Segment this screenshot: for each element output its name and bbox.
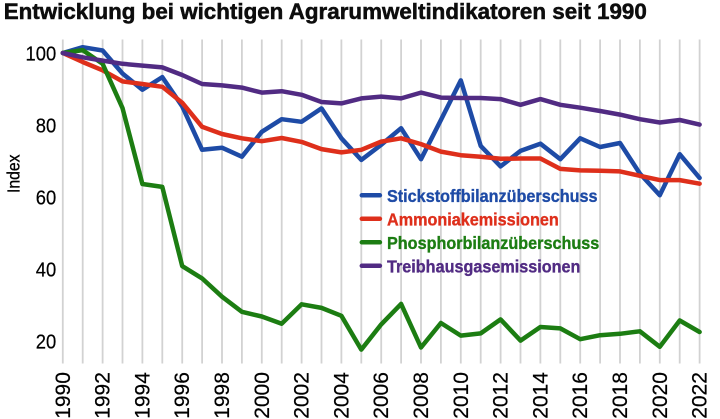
svg-text:2014: 2014 bbox=[529, 372, 552, 419]
svg-text:1990: 1990 bbox=[52, 372, 75, 419]
svg-text:2008: 2008 bbox=[410, 372, 433, 419]
svg-text:1994: 1994 bbox=[131, 372, 154, 419]
svg-text:Ammoniakemissionen: Ammoniakemissionen bbox=[387, 210, 559, 230]
svg-text:40: 40 bbox=[36, 260, 56, 282]
svg-text:2022: 2022 bbox=[689, 372, 712, 419]
svg-text:2004: 2004 bbox=[330, 372, 353, 419]
svg-text:Phosphorbilanzüberschuss: Phosphorbilanzüberschuss bbox=[387, 233, 599, 253]
svg-text:2020: 2020 bbox=[649, 372, 672, 419]
svg-text:2010: 2010 bbox=[450, 372, 473, 419]
svg-text:Treibhausgasemissionen: Treibhausgasemissionen bbox=[387, 257, 580, 277]
svg-text:Stickstoffbilanzüberschuss: Stickstoffbilanzüberschuss bbox=[387, 186, 597, 206]
svg-text:2012: 2012 bbox=[490, 372, 513, 419]
svg-text:2000: 2000 bbox=[251, 372, 274, 419]
svg-text:1996: 1996 bbox=[171, 372, 194, 419]
svg-text:100: 100 bbox=[26, 44, 57, 66]
svg-text:2016: 2016 bbox=[569, 372, 592, 419]
svg-text:2002: 2002 bbox=[291, 372, 314, 419]
svg-text:Entwicklung bei wichtigen Agra: Entwicklung bei wichtigen Agrarumweltind… bbox=[4, 0, 647, 24]
svg-text:Index: Index bbox=[4, 154, 24, 193]
svg-text:1998: 1998 bbox=[211, 372, 234, 419]
svg-text:1992: 1992 bbox=[92, 372, 115, 419]
svg-text:2006: 2006 bbox=[370, 372, 393, 419]
svg-text:20: 20 bbox=[36, 332, 56, 354]
svg-text:80: 80 bbox=[36, 116, 56, 138]
svg-text:2018: 2018 bbox=[609, 372, 632, 419]
svg-text:60: 60 bbox=[36, 188, 56, 210]
